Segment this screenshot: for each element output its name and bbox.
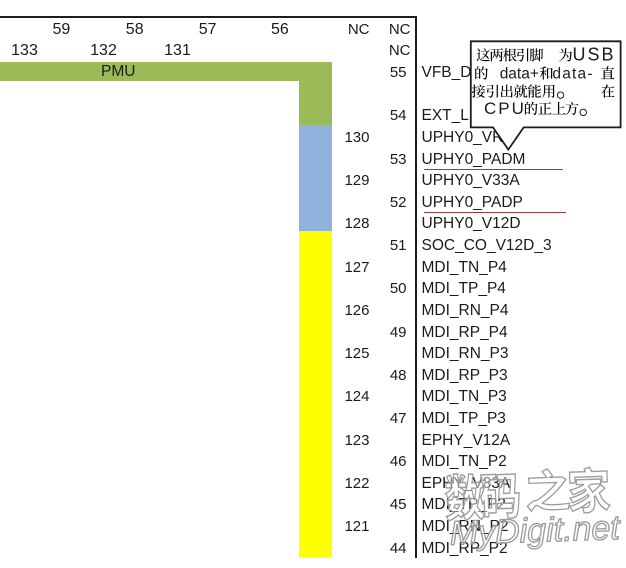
svg-text:CPU: CPU [484, 99, 526, 118]
svg-text:USB: USB [573, 44, 616, 64]
svg-text:MyDigit.net: MyDigit.net [449, 509, 622, 553]
svg-text:data+: data+ [500, 66, 539, 83]
svg-text:data-: data- [552, 66, 593, 83]
